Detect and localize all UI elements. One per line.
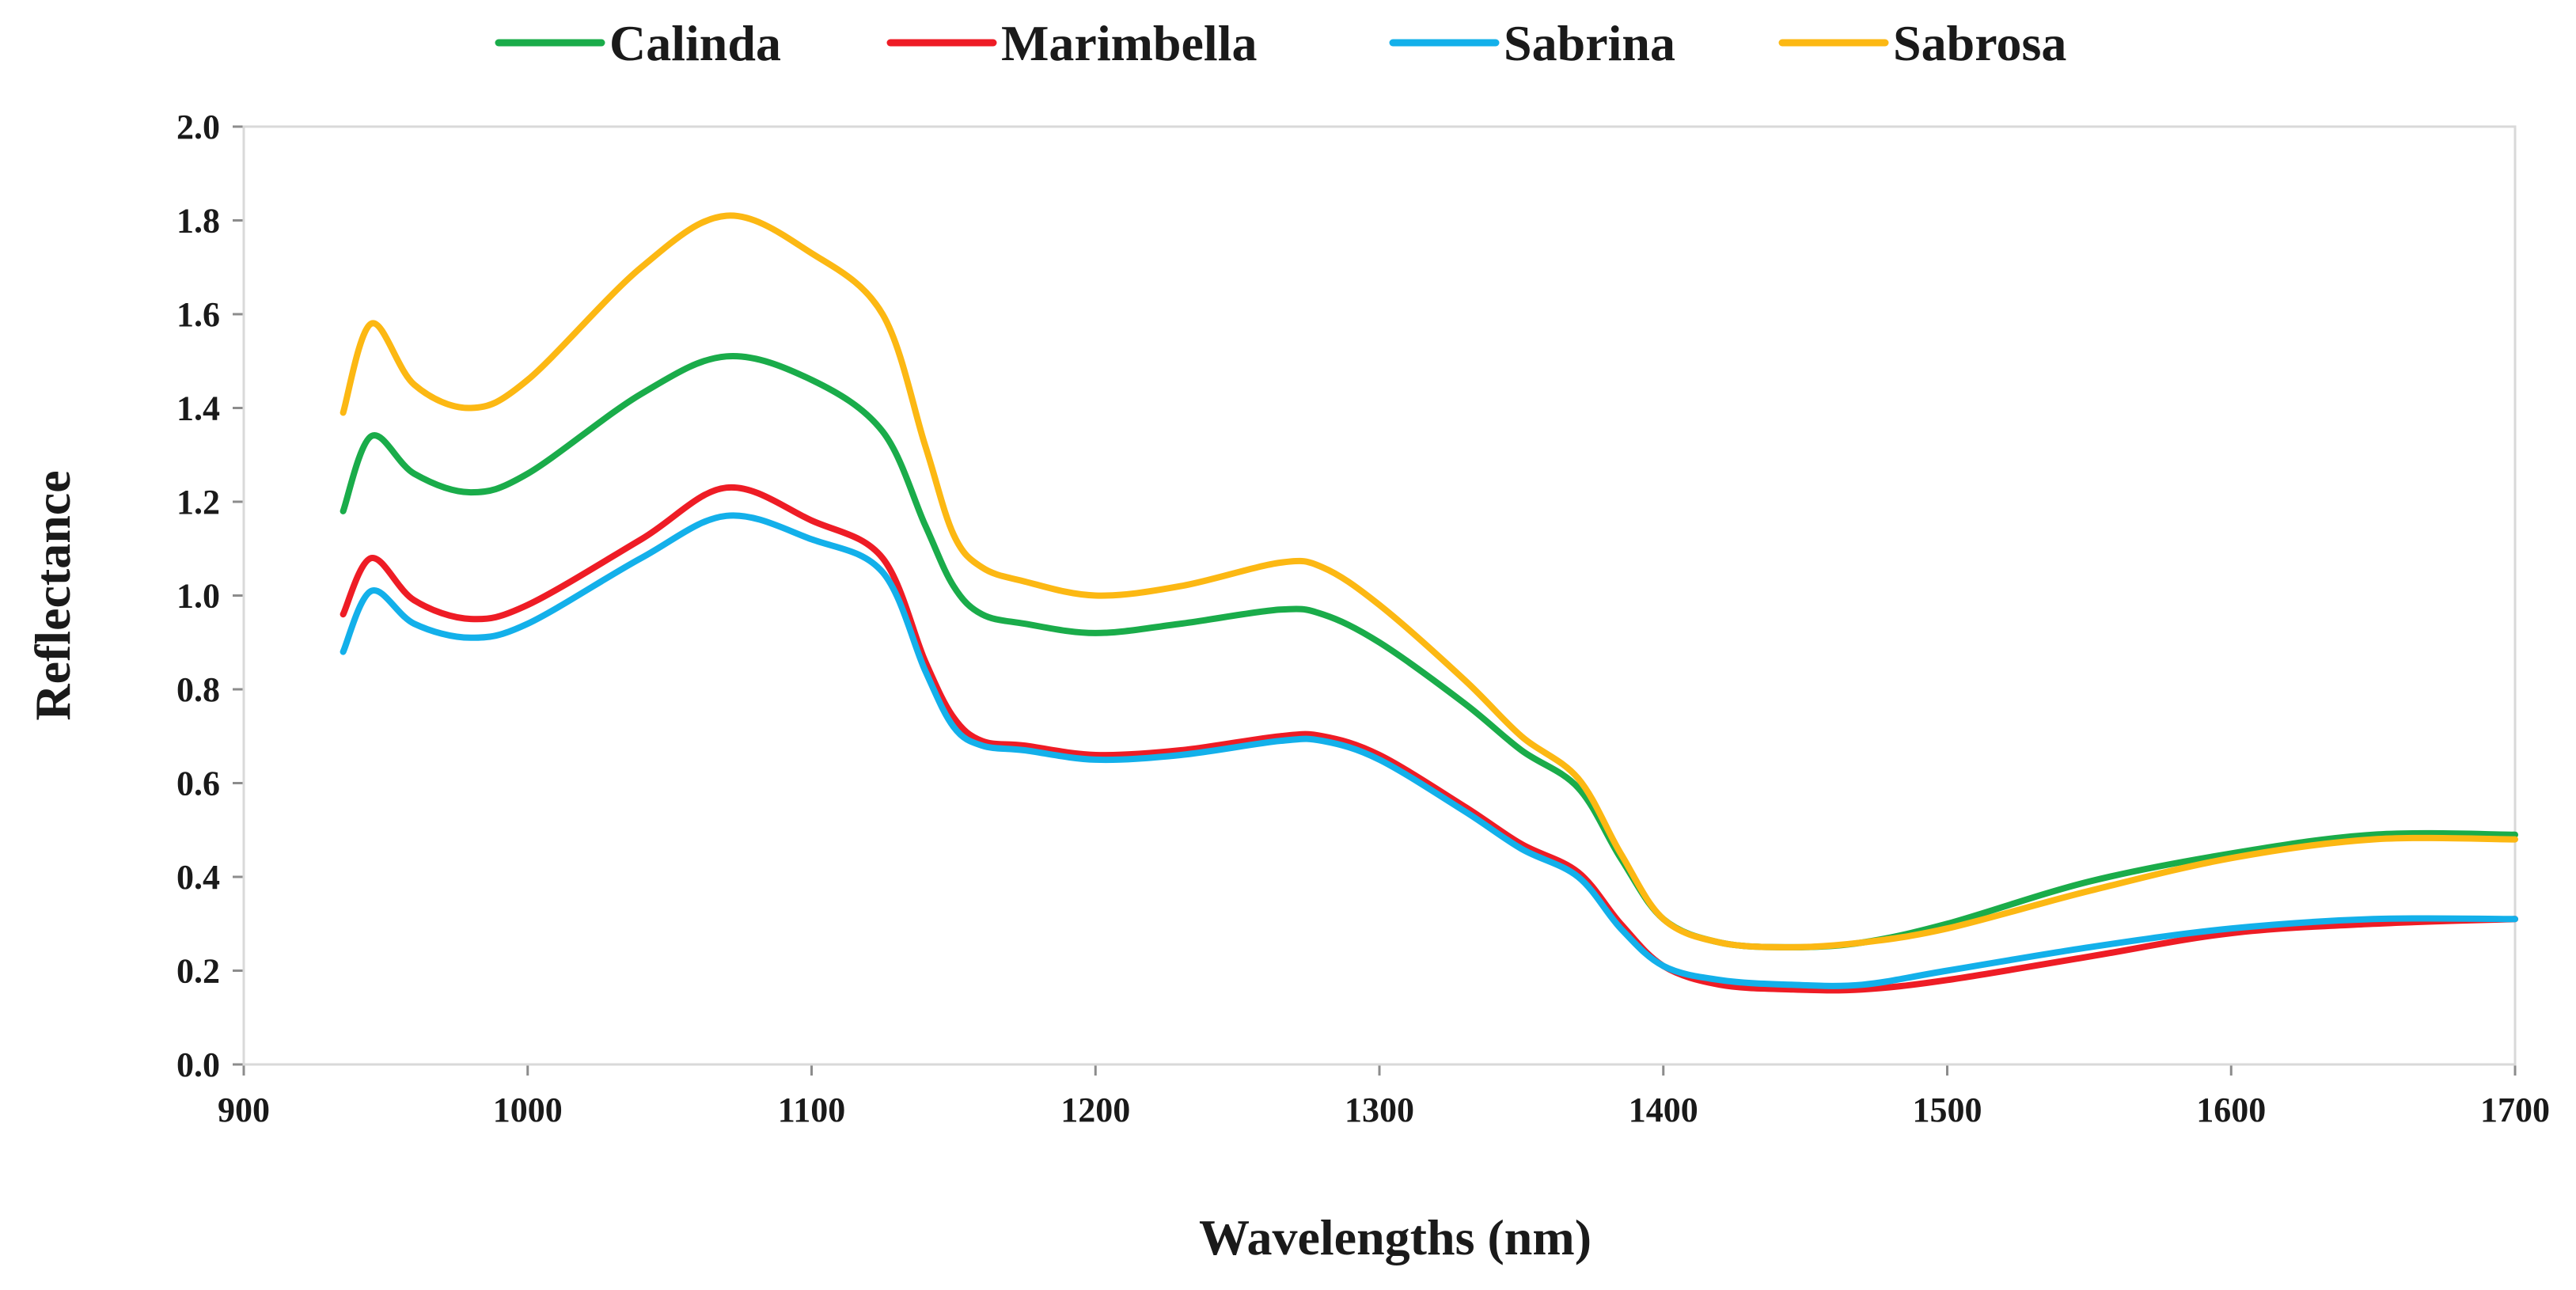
y-tick-label: 1.4 — [176, 389, 220, 428]
x-tick-label: 900 — [218, 1091, 270, 1129]
legend: Calinda Marimbella Sabrina Sabrosa — [495, 15, 2066, 71]
y-tick-label: 0.2 — [176, 952, 220, 991]
y-tick-label: 0.0 — [176, 1045, 220, 1084]
plot-area — [242, 125, 2518, 1066]
x-tick-label: 1600 — [2196, 1091, 2266, 1129]
y-tick-label: 0.6 — [176, 765, 220, 803]
legend-label-marimbella: Marimbella — [1001, 15, 1257, 71]
x-tick-label: 1500 — [1913, 1091, 1982, 1129]
x-tick-label: 1300 — [1345, 1091, 1414, 1129]
y-tick-label: 0.4 — [176, 858, 220, 897]
series-line-marimbella — [340, 484, 2518, 994]
x-axis: 900 1000 1100 1200 1300 1400 1500 1600 1700 — [218, 1063, 2550, 1129]
x-axis-title: Wavelengths (nm) — [1199, 1209, 1592, 1265]
y-tick-label: 1.0 — [176, 577, 220, 616]
y-tick-label: 1.8 — [176, 202, 220, 241]
x-tick-label: 1700 — [2480, 1091, 2550, 1129]
y-tick-label: 1.6 — [176, 295, 220, 334]
x-tick-label: 1100 — [778, 1091, 846, 1129]
legend-label-sabrosa: Sabrosa — [1893, 15, 2066, 71]
legend-label-calinda: Calinda — [609, 15, 781, 71]
x-tick-label: 1200 — [1060, 1091, 1130, 1129]
y-axis: 0.0 0.2 0.4 0.6 0.8 1.0 1.2 1.4 1.6 1.8 2.0 — [176, 108, 245, 1084]
x-tick-label: 1000 — [493, 1091, 563, 1129]
plot-border — [242, 125, 2517, 1066]
x-tick-label: 1400 — [1629, 1091, 1698, 1129]
y-tick-label: 2.0 — [176, 108, 220, 146]
series-line-sabrina — [340, 512, 2518, 989]
y-tick-label: 1.2 — [176, 483, 220, 522]
series-line-sabrosa — [340, 212, 2518, 950]
y-tick-label: 0.8 — [176, 670, 220, 709]
series-line-calinda — [340, 352, 2518, 950]
legend-label-sabrina: Sabrina — [1504, 15, 1675, 71]
y-axis-title: Reflectance — [25, 470, 81, 720]
